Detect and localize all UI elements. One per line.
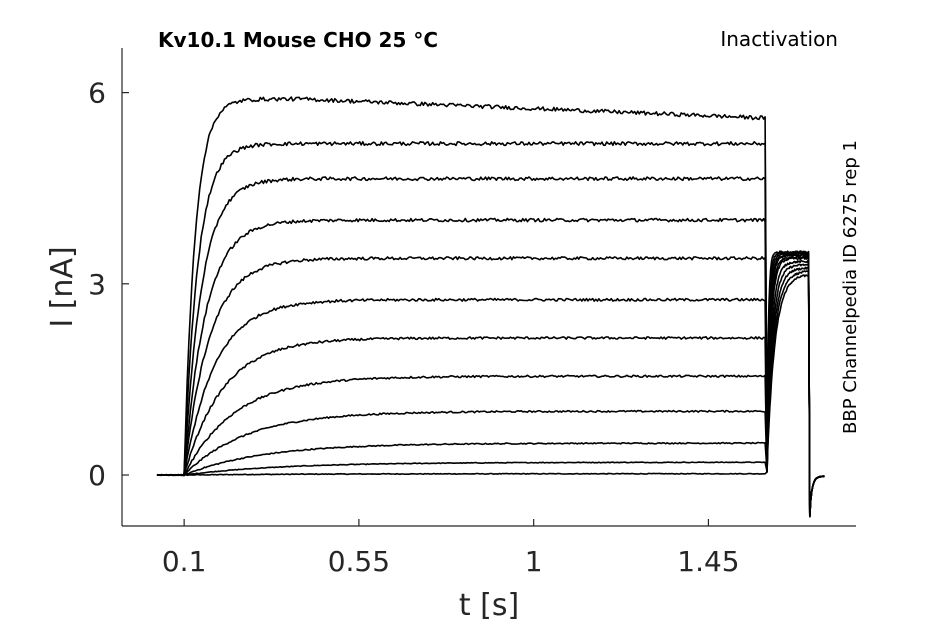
- x-tick-label: 0.55: [328, 545, 390, 578]
- current-trace-2: [156, 270, 825, 518]
- current-trace-7: [156, 255, 825, 518]
- y-axis-label: I [nA]: [45, 246, 80, 327]
- current-trace-4: [157, 263, 825, 518]
- current-trace-8: [157, 253, 825, 518]
- protocol-label: Inactivation: [720, 27, 838, 51]
- current-traces: [156, 96, 825, 518]
- x-tick-label: 1.45: [677, 545, 739, 578]
- current-trace-3: [156, 266, 825, 518]
- y-tick-label: 0: [88, 459, 106, 492]
- x-tick-label: 0.1: [162, 545, 207, 578]
- x-axis-label: t [s]: [459, 588, 519, 623]
- current-trace-12: [156, 96, 825, 518]
- current-trace-9: [156, 217, 825, 518]
- current-trace-5: [156, 259, 825, 518]
- chart-title: Kv10.1 Mouse CHO 25 °C: [158, 28, 438, 52]
- y-tick-label: 3: [88, 268, 106, 301]
- y-axis-ticks: 0 3 6: [88, 77, 129, 492]
- x-tick-label: 1: [525, 545, 543, 578]
- current-trace-1: [156, 274, 825, 518]
- x-axis-ticks: 0.1 0.55 1 1.45: [162, 519, 740, 578]
- y-tick-label: 6: [88, 77, 106, 110]
- current-trace-6: [156, 256, 825, 518]
- source-label: BBP Channelpedia ID 6275 rep 1: [840, 140, 861, 434]
- current-trace-10: [156, 176, 825, 518]
- current-trace-11: [156, 141, 825, 518]
